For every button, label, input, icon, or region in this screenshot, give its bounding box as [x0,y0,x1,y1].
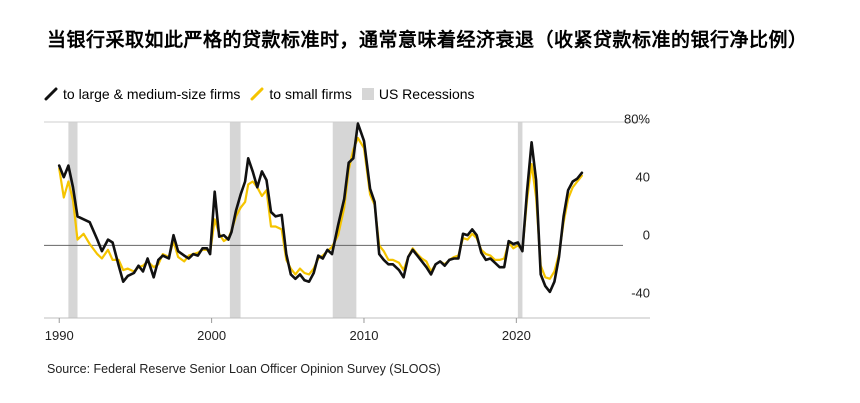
legend-item-large: to large & medium-size firms [44,86,240,102]
y-tick-label-1: 40 [636,169,650,184]
legend-label-large: to large & medium-size firms [63,86,241,102]
recession-band-3 [517,122,523,318]
y-tick-label-3: -40 [631,285,650,300]
legend-item-small: to small firms [250,86,352,102]
axes: 1990 2000 2010 2020 80% 40 0 -40 [45,111,651,343]
recession-bands [68,122,523,318]
source-note: Source: Federal Reserve Senior Loan Offi… [47,362,441,376]
legend-label-recession: US Recessions [378,86,475,102]
series-lines [57,122,584,294]
y-tick-label-2: 0 [643,227,650,242]
legend-swatch-recession-icon [361,88,374,100]
legend-label-small: to small firms [269,86,352,102]
recession-band-0 [68,122,78,318]
x-tick-label-2000: 2000 [197,328,226,343]
recession-band-2 [332,122,357,318]
series-line-large [57,122,584,294]
chart-title: 当银行采取如此严格的贷款标准时，通常意味着经济衰退（收紧贷款标准的银行净比例） [47,29,808,51]
y-tick-label-0: 80% [624,111,650,126]
series-line-small [58,136,583,280]
legend-item-recession: US Recessions [361,86,475,102]
x-tick-label-1990: 1990 [45,328,74,343]
x-tick-label-2010: 2010 [350,328,379,343]
legend-swatch-small-icon [250,87,264,101]
x-tick-label-2020: 2020 [502,328,531,343]
legend: to large & medium-size firms to small fi… [44,82,485,106]
legend-swatch-large-icon [44,87,58,101]
